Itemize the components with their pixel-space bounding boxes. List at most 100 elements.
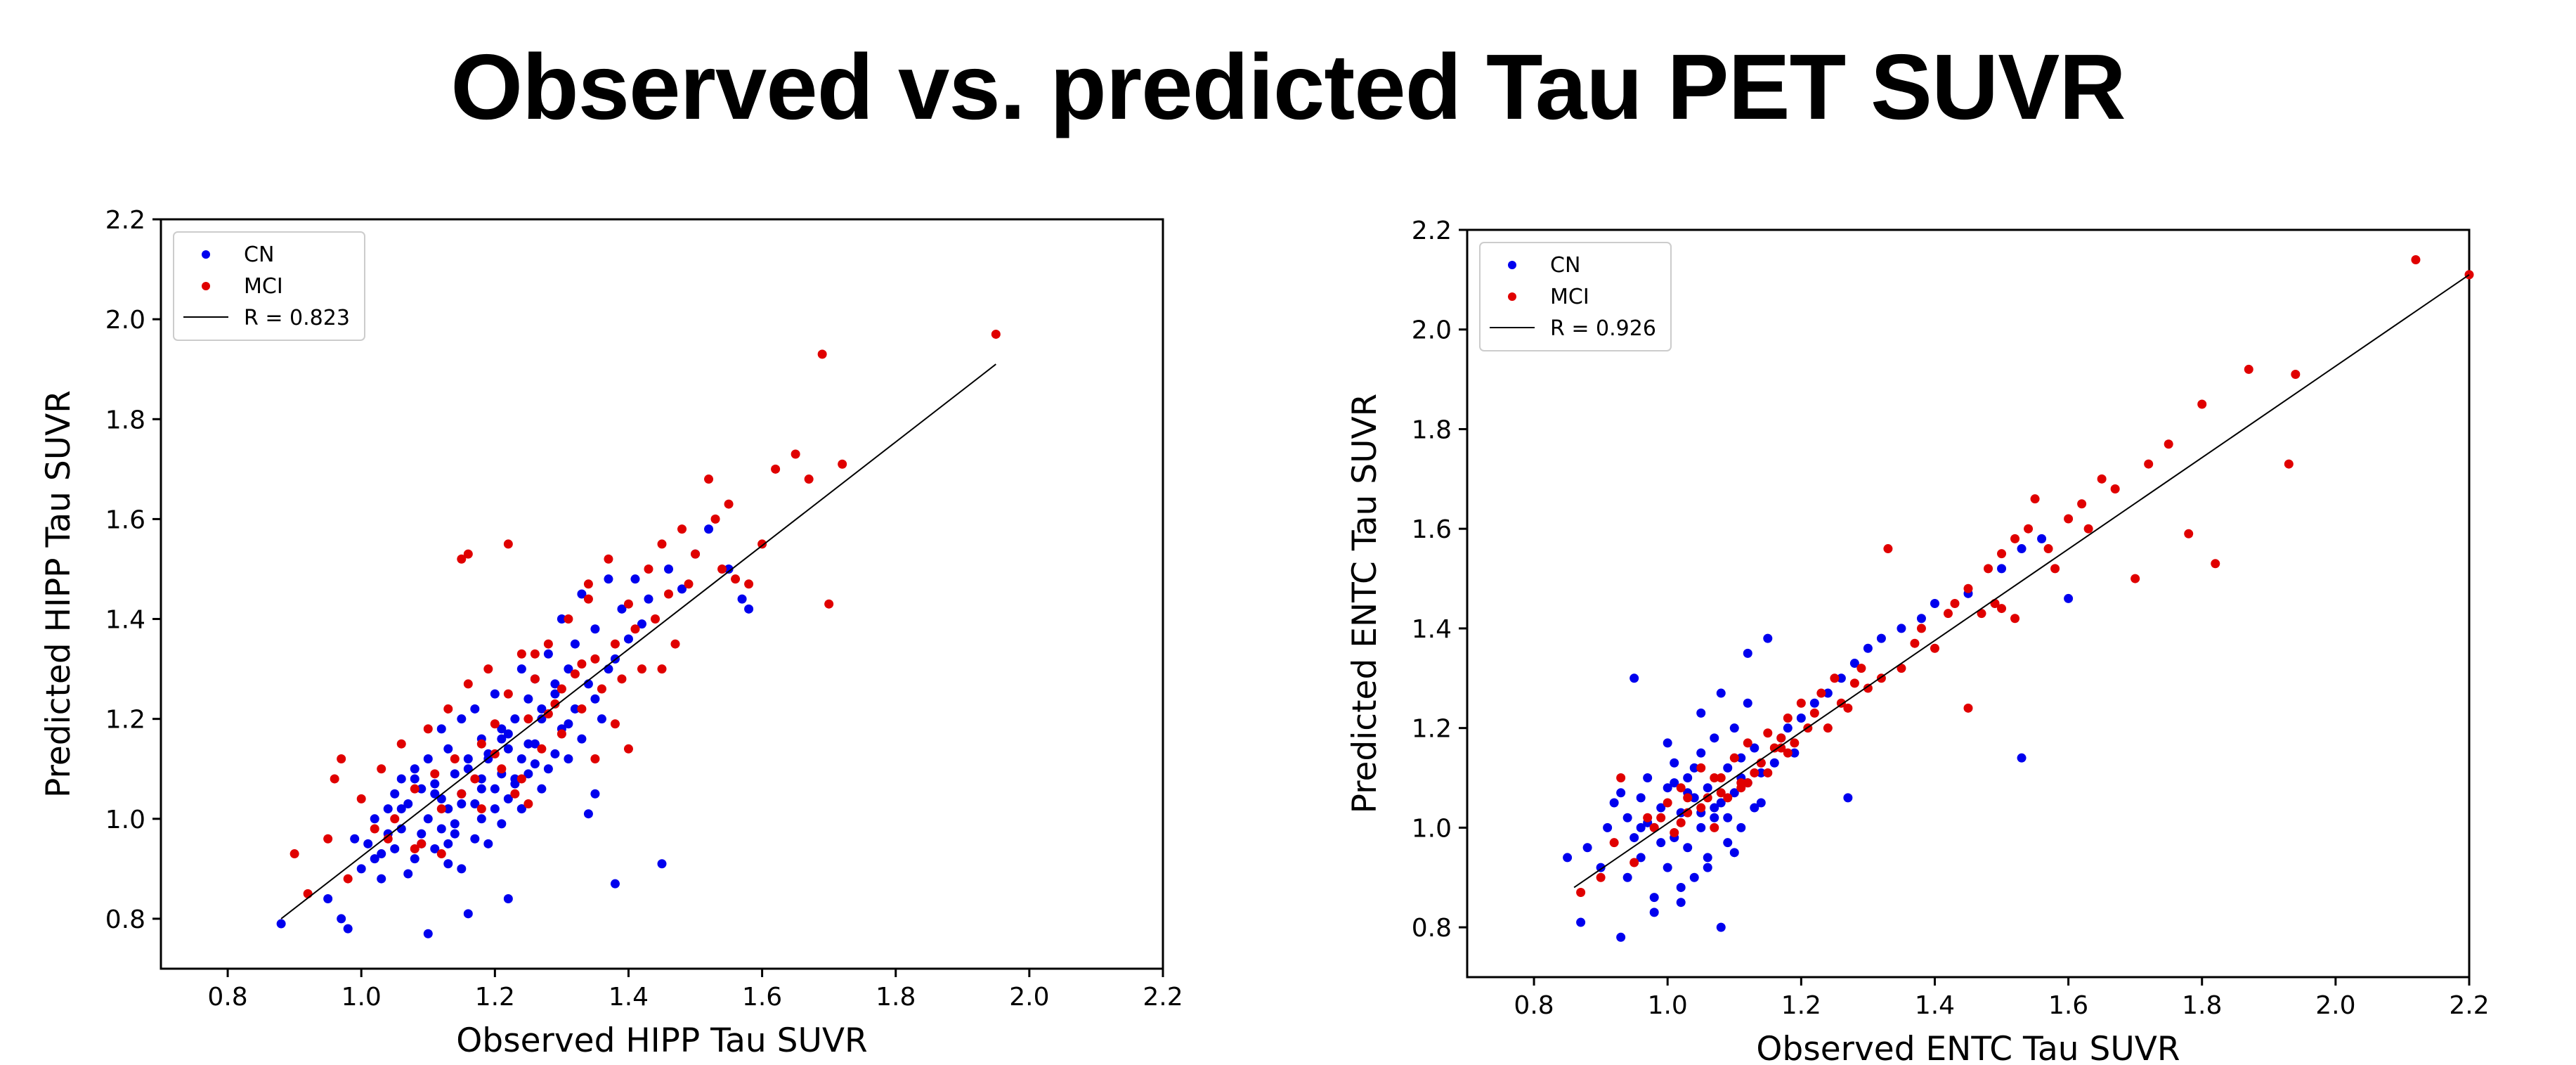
figure-title: Observed vs. predicted Tau PET SUVR (450, 35, 2126, 138)
entc-mci-point (2043, 544, 2053, 554)
entc-mci-point (2131, 574, 2140, 583)
hipp-mci-point (303, 889, 313, 898)
entc-cn-point (1930, 599, 1939, 608)
hipp-cn-point (276, 919, 286, 929)
entc-mci-point (1683, 793, 1693, 803)
hipp-mci-point (443, 704, 453, 714)
hipp-x-tick-label: 1.4 (609, 983, 649, 1012)
entc-cn-point (1596, 863, 1606, 872)
hipp-cn-point (597, 714, 606, 724)
entc-cn-point (2037, 534, 2047, 543)
entc-mci-point (1663, 798, 1672, 808)
hipp-mci-point (684, 579, 694, 589)
entc-mci-point (1776, 733, 1786, 743)
entc-x-tick-label: 0.8 (1514, 991, 1554, 1020)
entc-cn-point (1663, 863, 1672, 872)
entc-legend-label-mci: MCI (1550, 285, 1589, 309)
entc-cn-point (1689, 793, 1699, 803)
entc-cn-point (1763, 633, 1773, 643)
hipp-mci-point (691, 549, 701, 559)
hipp-cn-point (497, 819, 507, 829)
hipp-cn-point (403, 799, 413, 808)
entc-cn-point (1736, 753, 1746, 763)
hipp-cn-point (497, 734, 507, 744)
hipp-cn-point (463, 764, 473, 774)
entc-scatter-plot: 0.8 1.0 1.2 1.4 1.6 1.8 2.0 2.2 0.8 1.0 1.2 1.4 1.6 1… (1346, 217, 2490, 1065)
hipp-cn-point (516, 804, 526, 814)
hipp-mci-point (410, 844, 419, 853)
entc-mci-point (1676, 818, 1686, 827)
hipp-cn-point (530, 759, 540, 769)
hipp-y-tick-label: 2.0 (105, 306, 145, 335)
hipp-cn-point (744, 604, 754, 614)
entc-mci-point (1830, 673, 1840, 683)
entc-cn-point (1836, 673, 1846, 683)
hipp-mci-point (550, 699, 560, 709)
hipp-mci-point (597, 684, 606, 694)
hipp-cn-point (337, 914, 346, 924)
hipp-cn-point (604, 664, 613, 674)
hipp-y-tick-label: 1.8 (105, 406, 145, 434)
hipp-cn-point (450, 769, 460, 779)
hipp-mci-point (637, 664, 646, 674)
entc-mci-point (1809, 708, 1819, 718)
entc-cn-point (1663, 738, 1672, 748)
hipp-cn-point (363, 839, 373, 848)
hipp-x-tick-label: 1.0 (341, 983, 382, 1012)
hipp-mci-point (356, 794, 366, 803)
hipp-cn-point (457, 864, 467, 874)
entc-mci-point (1930, 643, 1939, 653)
hipp-cn-point (356, 864, 366, 874)
hipp-mci-point (436, 804, 446, 814)
hipp-cn-point (590, 694, 600, 704)
hipp-mci-point (543, 709, 553, 719)
hipp-cn-point (410, 854, 419, 864)
hipp-mci-point (604, 554, 613, 564)
entc-cn-point (1629, 673, 1639, 683)
hipp-mci-point (583, 594, 593, 604)
entc-cn-point (1823, 688, 1833, 698)
entc-mci-point (2211, 559, 2220, 569)
entc-cn-point (1696, 708, 1706, 718)
hipp-cn-point (550, 679, 560, 689)
hipp-cn-point (564, 664, 573, 674)
hipp-mci-point (717, 564, 727, 574)
hipp-y-tick-label: 1.4 (105, 606, 145, 635)
entc-cn-point (2017, 753, 2027, 763)
hipp-x-axis-label: Observed HIPP Tau SUVR (456, 1021, 867, 1060)
hipp-cn-point (503, 794, 513, 803)
entc-mci-point (1616, 773, 1626, 783)
entc-cn-point (1636, 822, 1646, 832)
entc-y-tick-label: 1.8 (1412, 415, 1452, 444)
hipp-mci-point (523, 714, 533, 724)
hipp-mci-point (530, 674, 540, 684)
entc-cn-point (1783, 723, 1793, 733)
entc-legend-label-fit: R = 0.926 (1550, 316, 1656, 341)
hipp-cn-point (523, 694, 533, 704)
hipp-cn-point (490, 689, 500, 699)
entc-mci-point (1997, 604, 2007, 614)
hipp-mci-point (824, 599, 834, 609)
entc-mci-point (1863, 683, 1873, 693)
hipp-cn-point (537, 704, 547, 714)
hipp-cn-point (430, 779, 440, 789)
entc-mci-point (2144, 459, 2154, 469)
entc-x-tick-label: 1.2 (1781, 991, 1821, 1020)
hipp-cn-point (570, 704, 580, 714)
hipp-mci-point (617, 674, 627, 684)
hipp-cn-point (470, 799, 480, 808)
entc-x-tick-label: 2.2 (2449, 991, 2489, 1020)
entc-mci-point (2030, 494, 2040, 504)
entc-mci-point (2164, 439, 2173, 449)
entc-mci-point (1703, 793, 1712, 803)
entc-cn-point (1670, 778, 1679, 788)
hipp-mci-point (657, 664, 667, 674)
hipp-y-tick-label: 1.0 (105, 806, 145, 834)
hipp-axes-frame (160, 218, 1164, 970)
entc-mci-point (1823, 723, 1833, 733)
hipp-mci-point (503, 539, 513, 549)
hipp-cn-point (497, 724, 507, 734)
hipp-mci-point (577, 659, 587, 669)
entc-mci-point (2010, 614, 2020, 624)
entc-cn-point (1849, 659, 1859, 669)
